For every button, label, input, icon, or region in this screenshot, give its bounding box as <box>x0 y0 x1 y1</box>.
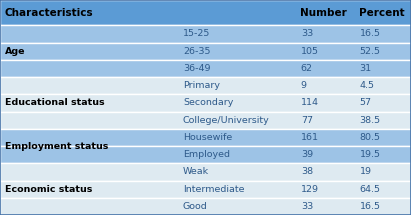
Text: 33: 33 <box>301 202 313 211</box>
Text: 26-35: 26-35 <box>183 47 210 56</box>
Bar <box>0 0 411 25</box>
Text: College/University: College/University <box>183 116 270 125</box>
Text: 33: 33 <box>301 29 313 38</box>
Text: Characteristics: Characteristics <box>5 8 94 18</box>
Bar <box>0 112 411 129</box>
Bar <box>0 163 411 181</box>
Text: 38.5: 38.5 <box>360 116 381 125</box>
Text: Number: Number <box>300 8 347 18</box>
Text: 16.5: 16.5 <box>360 29 381 38</box>
Text: 80.5: 80.5 <box>360 133 381 142</box>
Text: 36-49: 36-49 <box>183 64 210 73</box>
Text: 4.5: 4.5 <box>360 81 374 90</box>
Bar <box>0 94 411 112</box>
Text: Age: Age <box>5 47 25 56</box>
Text: 38: 38 <box>301 167 313 176</box>
Bar <box>0 181 411 198</box>
Text: Weak: Weak <box>183 167 209 176</box>
Text: Good: Good <box>183 202 208 211</box>
Text: Intermediate: Intermediate <box>183 185 245 194</box>
Text: 114: 114 <box>301 98 319 108</box>
Text: 105: 105 <box>301 47 319 56</box>
Text: Employment status: Employment status <box>5 141 109 150</box>
Bar <box>0 43 411 60</box>
Text: 19.5: 19.5 <box>360 150 381 159</box>
Bar <box>0 60 411 77</box>
Text: 19: 19 <box>360 167 372 176</box>
Text: 62: 62 <box>301 64 313 73</box>
Text: Employed: Employed <box>183 150 230 159</box>
Text: Housewife: Housewife <box>183 133 232 142</box>
Text: 15-25: 15-25 <box>183 29 210 38</box>
Text: 77: 77 <box>301 116 313 125</box>
Text: 64.5: 64.5 <box>360 185 381 194</box>
Text: Economic status: Economic status <box>5 185 92 194</box>
Text: 31: 31 <box>360 64 372 73</box>
Bar <box>0 77 411 94</box>
Text: Educational status: Educational status <box>5 98 104 108</box>
Text: 9: 9 <box>301 81 307 90</box>
Text: 57: 57 <box>360 98 372 108</box>
Text: 39: 39 <box>301 150 313 159</box>
Text: 129: 129 <box>301 185 319 194</box>
Text: 16.5: 16.5 <box>360 202 381 211</box>
Text: 161: 161 <box>301 133 319 142</box>
Bar <box>0 129 411 146</box>
Bar <box>0 146 411 163</box>
Text: Secondary: Secondary <box>183 98 233 108</box>
Bar <box>0 198 411 215</box>
Text: Percent: Percent <box>359 8 404 18</box>
Text: Primary: Primary <box>183 81 220 90</box>
Bar <box>0 25 411 43</box>
Text: 52.5: 52.5 <box>360 47 381 56</box>
